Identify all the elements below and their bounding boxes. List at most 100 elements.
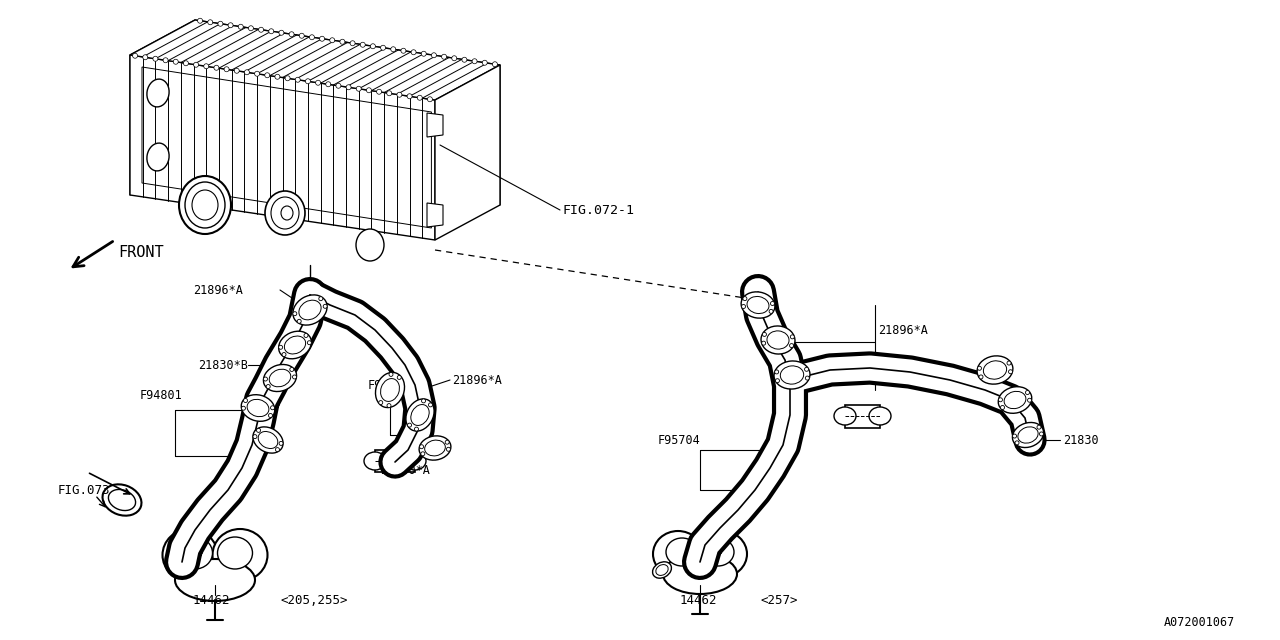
Ellipse shape (279, 346, 283, 349)
Ellipse shape (390, 47, 396, 52)
Ellipse shape (242, 406, 246, 410)
Ellipse shape (346, 84, 351, 90)
Ellipse shape (429, 403, 433, 407)
Ellipse shape (771, 301, 774, 305)
Ellipse shape (270, 406, 274, 410)
Ellipse shape (835, 407, 856, 425)
Ellipse shape (243, 399, 247, 403)
Ellipse shape (978, 366, 982, 371)
Ellipse shape (316, 80, 320, 85)
Ellipse shape (428, 97, 433, 102)
Ellipse shape (269, 413, 273, 417)
Text: 14462: 14462 (680, 593, 718, 607)
Ellipse shape (741, 305, 745, 308)
Ellipse shape (364, 452, 387, 470)
Ellipse shape (462, 57, 467, 62)
Ellipse shape (401, 48, 406, 53)
Ellipse shape (266, 385, 270, 388)
Ellipse shape (1001, 406, 1005, 410)
Ellipse shape (407, 93, 412, 99)
Ellipse shape (419, 436, 451, 460)
Text: 14462: 14462 (193, 593, 230, 607)
Ellipse shape (193, 62, 198, 67)
Ellipse shape (234, 68, 239, 73)
Polygon shape (131, 20, 195, 195)
Text: <257>: <257> (760, 593, 797, 607)
Text: F94801: F94801 (140, 388, 183, 401)
Ellipse shape (238, 24, 243, 29)
Polygon shape (428, 113, 443, 137)
Ellipse shape (998, 397, 1002, 402)
Ellipse shape (1037, 425, 1041, 429)
Ellipse shape (998, 387, 1032, 413)
Ellipse shape (1028, 398, 1032, 403)
Ellipse shape (163, 58, 168, 63)
Ellipse shape (483, 60, 488, 65)
Ellipse shape (767, 331, 788, 349)
Ellipse shape (781, 366, 804, 384)
Ellipse shape (421, 51, 426, 56)
Ellipse shape (404, 452, 426, 470)
Ellipse shape (303, 333, 308, 337)
Ellipse shape (228, 23, 233, 28)
Text: F94801: F94801 (369, 378, 411, 392)
Ellipse shape (212, 529, 268, 581)
Ellipse shape (421, 452, 425, 456)
Ellipse shape (376, 89, 381, 94)
Ellipse shape (977, 356, 1012, 384)
Ellipse shape (763, 332, 767, 337)
Ellipse shape (330, 38, 335, 43)
Ellipse shape (425, 440, 445, 456)
Ellipse shape (389, 372, 393, 376)
Ellipse shape (241, 395, 275, 421)
Ellipse shape (472, 59, 477, 64)
Ellipse shape (356, 229, 384, 261)
Ellipse shape (653, 531, 703, 577)
Ellipse shape (109, 490, 136, 511)
Ellipse shape (979, 375, 983, 379)
Ellipse shape (293, 312, 297, 316)
Ellipse shape (415, 427, 419, 431)
Ellipse shape (431, 52, 436, 58)
Polygon shape (131, 20, 500, 100)
Text: 21896*A: 21896*A (452, 374, 502, 387)
Ellipse shape (447, 447, 451, 451)
Text: 21830: 21830 (1062, 433, 1098, 447)
Ellipse shape (366, 88, 371, 93)
Ellipse shape (698, 531, 748, 577)
Ellipse shape (406, 399, 434, 431)
Ellipse shape (207, 20, 212, 25)
Ellipse shape (269, 369, 291, 387)
Ellipse shape (300, 33, 305, 38)
Ellipse shape (285, 76, 291, 81)
Ellipse shape (323, 304, 328, 308)
Ellipse shape (179, 176, 230, 234)
Ellipse shape (269, 29, 274, 34)
Text: FIG.072-1: FIG.072-1 (562, 204, 634, 216)
Text: F95704: F95704 (658, 433, 700, 447)
Ellipse shape (253, 435, 257, 438)
Ellipse shape (297, 319, 301, 323)
Ellipse shape (255, 71, 260, 76)
Ellipse shape (218, 537, 252, 569)
Ellipse shape (1004, 391, 1025, 409)
Ellipse shape (248, 26, 253, 31)
Ellipse shape (774, 361, 810, 389)
Ellipse shape (265, 73, 270, 77)
Ellipse shape (143, 55, 147, 60)
Ellipse shape (420, 445, 424, 449)
Ellipse shape (183, 61, 188, 66)
Ellipse shape (790, 335, 795, 339)
Ellipse shape (380, 379, 399, 401)
Ellipse shape (293, 295, 328, 325)
Ellipse shape (340, 39, 344, 44)
Ellipse shape (244, 70, 250, 75)
Ellipse shape (279, 30, 284, 35)
Ellipse shape (1025, 390, 1029, 394)
Ellipse shape (147, 79, 169, 107)
Ellipse shape (102, 484, 142, 516)
Ellipse shape (197, 19, 202, 23)
Ellipse shape (417, 95, 422, 100)
Ellipse shape (776, 379, 780, 383)
Ellipse shape (224, 67, 229, 72)
